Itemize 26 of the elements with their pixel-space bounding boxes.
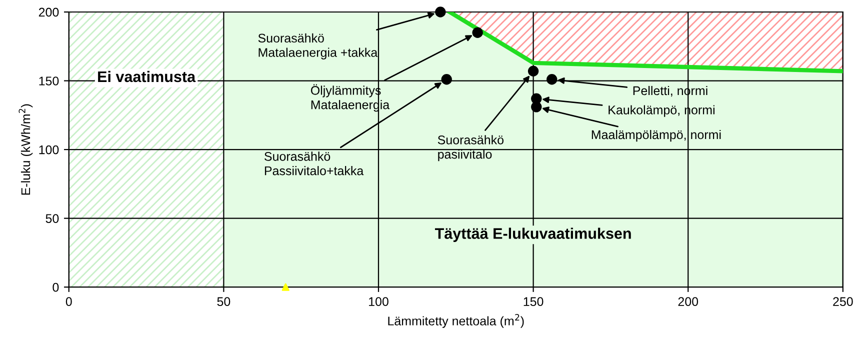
x-tick-label: 200 [678, 297, 698, 306]
point [441, 74, 452, 85]
y-tick-label: 150 [39, 76, 59, 86]
y-tick-label: 200 [38, 8, 59, 17]
x-tick-label: 250 [833, 297, 853, 306]
point [546, 74, 558, 85]
x-axis-title: Lämmitetty nettoala (m$^{2}$) [388, 314, 524, 328]
y-tick-label: 100 [39, 145, 59, 154]
point [282, 283, 290, 291]
point [531, 102, 542, 112]
y-axis-title: E-luku (kWh/m$^{2}$) [18, 104, 33, 195]
x-tick-label: 0 [66, 297, 72, 306]
point [435, 6, 446, 18]
band-label: Ei vaatimusta [98, 70, 196, 82]
x-tick-label: 150 [524, 297, 544, 306]
x-tick-label: 100 [369, 297, 388, 306]
annotation: Suorasähkö Matalaenergia +takka [258, 33, 378, 60]
annotation: Täyttää E-lukuvaatimuksen [434, 228, 631, 242]
point [472, 27, 483, 38]
y-tick-label: 50 [46, 214, 59, 223]
annotation: Suorasähkö pasiivitalo [438, 135, 504, 162]
x-tick-label: 50 [217, 297, 230, 306]
annotation: Maalämpölämpö, normi [592, 130, 721, 142]
point [528, 66, 539, 76]
y-tick-label: 0 [52, 282, 59, 292]
annotation: Suorasähkö Passiivitalo+takka [264, 152, 364, 176]
